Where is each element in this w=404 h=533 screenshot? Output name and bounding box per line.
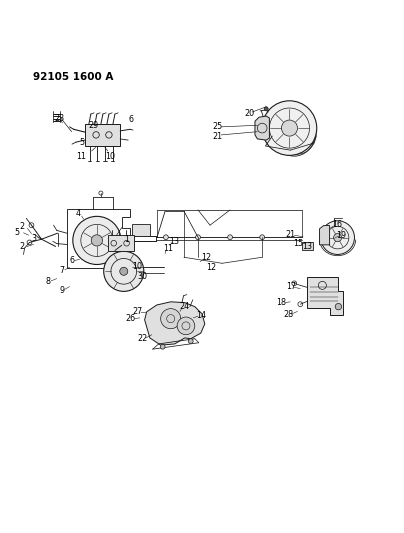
Circle shape bbox=[177, 317, 195, 335]
Text: 12: 12 bbox=[201, 253, 211, 262]
Text: 1: 1 bbox=[124, 235, 129, 244]
Circle shape bbox=[282, 120, 297, 136]
Text: 8: 8 bbox=[45, 277, 50, 286]
Circle shape bbox=[196, 235, 200, 240]
Circle shape bbox=[160, 344, 165, 349]
Text: 29: 29 bbox=[88, 121, 99, 130]
Circle shape bbox=[334, 233, 342, 241]
Circle shape bbox=[164, 235, 168, 240]
Text: 22: 22 bbox=[137, 334, 148, 343]
Text: 10: 10 bbox=[105, 152, 116, 161]
Polygon shape bbox=[145, 302, 205, 345]
Text: 17: 17 bbox=[286, 282, 296, 291]
Circle shape bbox=[260, 235, 265, 240]
Text: 2: 2 bbox=[20, 242, 25, 251]
Text: 9: 9 bbox=[59, 286, 64, 295]
Text: 23: 23 bbox=[54, 115, 64, 123]
Circle shape bbox=[91, 235, 103, 246]
Circle shape bbox=[73, 216, 121, 264]
Text: 21: 21 bbox=[285, 230, 295, 239]
Circle shape bbox=[161, 309, 181, 329]
Text: 21: 21 bbox=[212, 132, 222, 141]
Bar bbox=[85, 124, 120, 146]
Text: 5: 5 bbox=[79, 138, 84, 147]
Bar bbox=[301, 243, 313, 251]
Polygon shape bbox=[307, 277, 343, 314]
Circle shape bbox=[228, 235, 232, 240]
Text: 20: 20 bbox=[244, 109, 255, 118]
Text: 18: 18 bbox=[276, 298, 286, 307]
Text: 27: 27 bbox=[132, 308, 142, 317]
Circle shape bbox=[264, 107, 268, 111]
Text: 28: 28 bbox=[284, 310, 294, 319]
Text: 25: 25 bbox=[212, 123, 222, 131]
Circle shape bbox=[321, 221, 354, 254]
Text: 7: 7 bbox=[59, 266, 64, 275]
Bar bbox=[108, 235, 134, 251]
Text: 24: 24 bbox=[179, 302, 189, 311]
Polygon shape bbox=[320, 225, 330, 245]
Text: 4: 4 bbox=[76, 209, 81, 219]
Text: 10: 10 bbox=[132, 262, 142, 271]
Text: 6: 6 bbox=[128, 115, 133, 124]
Text: 26: 26 bbox=[126, 314, 136, 323]
Text: 2: 2 bbox=[20, 222, 25, 231]
Circle shape bbox=[104, 251, 144, 292]
Text: 19: 19 bbox=[337, 231, 347, 240]
Text: 16: 16 bbox=[332, 220, 342, 229]
Text: 3: 3 bbox=[32, 234, 37, 243]
Bar bbox=[132, 224, 150, 236]
Text: 15: 15 bbox=[293, 239, 303, 248]
Text: 12: 12 bbox=[206, 263, 216, 272]
Text: 14: 14 bbox=[196, 311, 206, 320]
Circle shape bbox=[335, 303, 342, 310]
Circle shape bbox=[120, 268, 128, 276]
Polygon shape bbox=[255, 116, 269, 140]
Text: 6: 6 bbox=[69, 256, 74, 265]
Text: 92105 1600 A: 92105 1600 A bbox=[34, 72, 114, 82]
Text: 13: 13 bbox=[169, 237, 179, 246]
Text: 30: 30 bbox=[138, 272, 147, 281]
Circle shape bbox=[262, 101, 317, 155]
Text: 13: 13 bbox=[302, 242, 312, 251]
Text: 11: 11 bbox=[163, 244, 173, 253]
Text: 11: 11 bbox=[76, 152, 86, 161]
Circle shape bbox=[188, 338, 193, 344]
Text: 5: 5 bbox=[14, 228, 19, 237]
